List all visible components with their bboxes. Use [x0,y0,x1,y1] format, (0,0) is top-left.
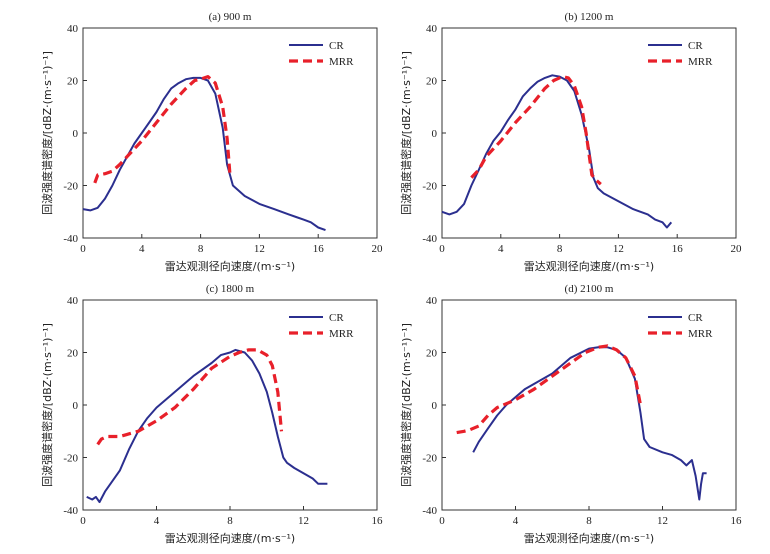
y-axis-label: 回波强度谱密度/[dBZ·(m·s⁻¹)⁻¹] [399,323,413,487]
x-tick-label: 4 [139,243,145,255]
y-tick-label: 0 [73,128,79,140]
y-tick-label: -40 [63,233,78,245]
x-axis-label: 雷达观测径向速度/(m·s⁻¹) [524,259,654,273]
x-tick-label: 12 [298,515,309,527]
y-tick-label: 40 [426,23,438,35]
panel-3: (c) 1800 m 0 4 8 12 16 -40 -20 0 20 40 雷达观测径向速度/(m·… [40,283,383,545]
x-tick-label: 8 [557,243,563,255]
y-tick-label: 20 [67,76,79,88]
panel-2: (b) 1200 m 0 4 8 12 16 20 -40 -20 0 20 40 雷达观测径向速度/(… [399,11,742,273]
y-tick-label: 40 [67,295,79,307]
x-tick-label: 12 [613,243,624,255]
y-tick-label: 40 [67,23,79,35]
legend-label-cr: CR [688,40,703,52]
legend-label-mrr: MRR [688,56,713,68]
legend-label-mrr: MRR [329,56,354,68]
panel-title: (d) 2100 m [565,283,614,295]
x-tick-label: 8 [586,515,592,527]
y-tick-label: 20 [426,348,438,360]
series-line-mrr [456,344,643,435]
x-tick-label: 20 [731,243,743,255]
x-tick-label: 12 [657,515,668,527]
x-tick-label: 0 [439,515,445,527]
x-tick-label: 4 [513,515,519,527]
x-tick-label: 8 [198,243,204,255]
legend-label-mrr: MRR [329,328,354,340]
y-tick-label: -40 [422,233,437,245]
x-tick-label: 4 [154,515,160,527]
x-tick-label: 0 [80,515,86,527]
panel-title: (a) 900 m [209,11,252,23]
y-tick-label: -40 [422,505,437,517]
x-tick-label: 20 [372,243,384,255]
y-tick-label: -20 [63,453,78,465]
y-tick-label: -40 [63,505,78,517]
y-axis-label: 回波强度谱密度/[dBZ·(m·s⁻¹)⁻¹] [40,323,54,487]
y-tick-label: -20 [422,453,437,465]
y-tick-label: 20 [67,348,79,360]
series-line-mrr [96,348,284,446]
y-axis-label: 回波强度谱密度/[dBZ·(m·s⁻¹)⁻¹] [40,51,54,215]
legend-label-cr: CR [329,312,344,324]
x-tick-label: 16 [313,243,325,255]
y-tick-label: -20 [422,181,437,193]
y-tick-label: -20 [63,181,78,193]
y-tick-label: 0 [432,400,438,412]
x-axis-label: 雷达观测径向速度/(m·s⁻¹) [165,531,295,545]
x-tick-label: 0 [80,243,86,255]
y-tick-label: 20 [426,76,438,88]
y-axis-label: 回波强度谱密度/[dBZ·(m·s⁻¹)⁻¹] [399,51,413,215]
x-axis-label: 雷达观测径向速度/(m·s⁻¹) [165,259,295,273]
x-tick-label: 4 [498,243,504,255]
series-line-cr [82,76,326,232]
x-tick-label: 12 [254,243,265,255]
x-tick-label: 16 [731,515,743,527]
series-line-cr [472,346,707,501]
x-axis-label: 雷达观测径向速度/(m·s⁻¹) [524,531,654,545]
x-tick-label: 8 [227,515,233,527]
y-tick-label: 0 [73,400,79,412]
x-tick-label: 0 [439,243,445,255]
series-line-mrr [470,74,602,186]
legend-label-cr: CR [329,40,344,52]
panel-title: (c) 1800 m [206,283,255,295]
panel-1: (a) 900 m 0 4 8 12 16 20 -40 -20 0 20 40 雷达观测径向速度/(m… [40,11,383,273]
series-line-mrr [93,74,232,184]
y-tick-label: 0 [432,128,438,140]
x-tick-label: 16 [672,243,684,255]
series-line-cr [86,348,328,504]
x-tick-label: 16 [372,515,384,527]
panel-title: (b) 1200 m [565,11,614,23]
panel-4: (d) 2100 m 0 4 8 12 16 -40 -20 0 20 40 雷达观测径向速度/(m·… [399,283,742,545]
legend-label-mrr: MRR [688,328,713,340]
y-tick-label: 40 [426,295,438,307]
series-line-cr [441,74,673,229]
legend-label-cr: CR [688,312,703,324]
